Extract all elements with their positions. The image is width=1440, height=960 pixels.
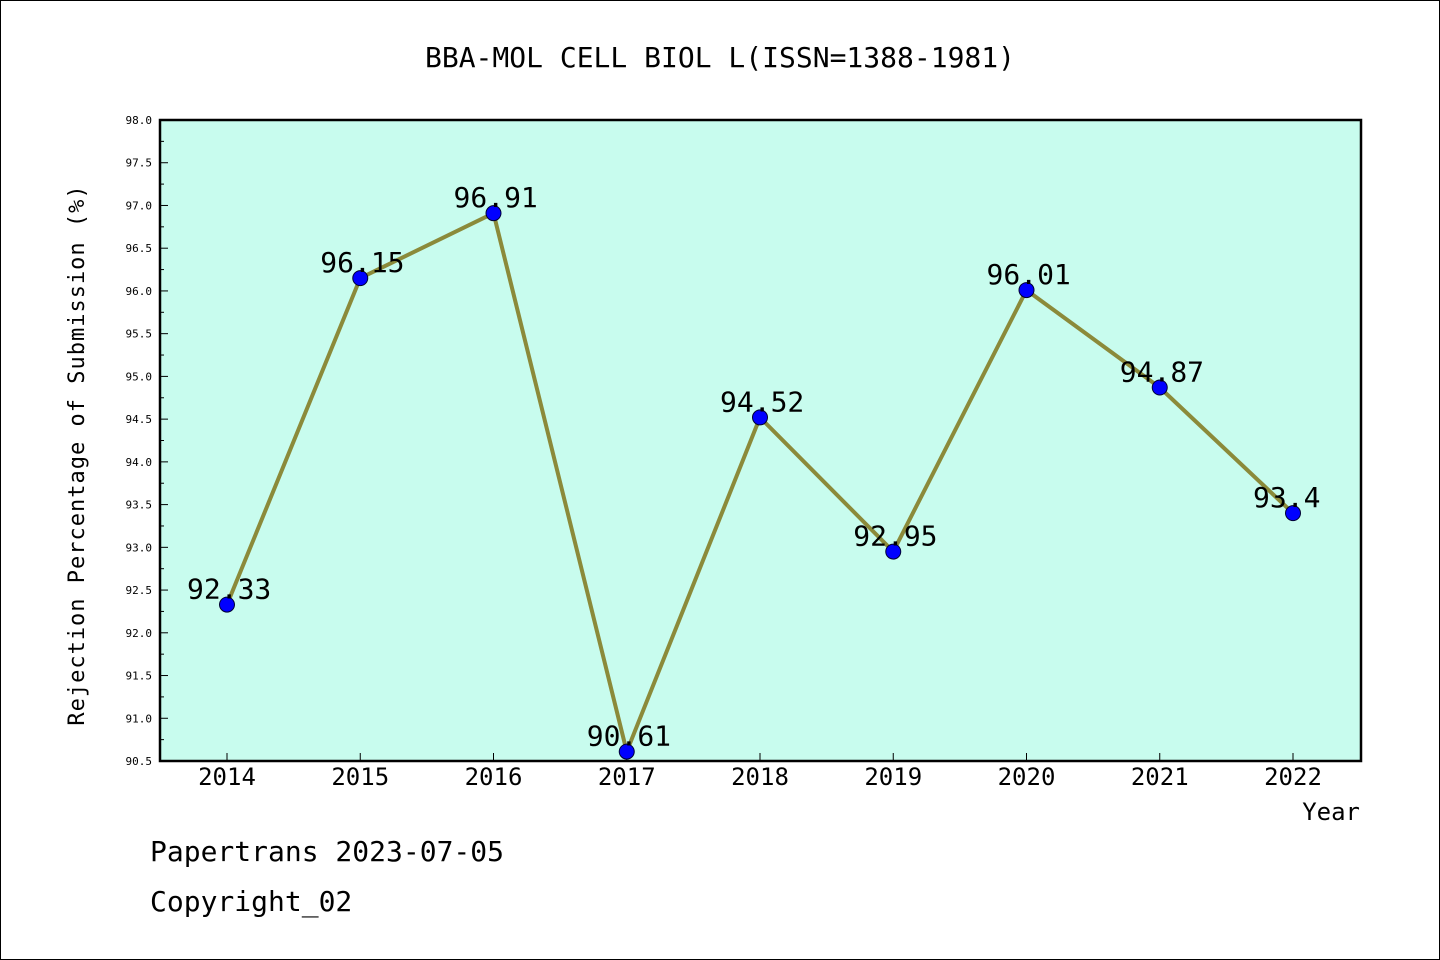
x-tick-label: 2020 bbox=[998, 763, 1056, 791]
plot-area bbox=[158, 118, 1363, 763]
data-label: 96.91 bbox=[454, 181, 538, 214]
y-tick-label: 97.0 bbox=[126, 199, 153, 212]
data-point-marker bbox=[618, 743, 635, 760]
y-axis-label: Rejection Percentage of Submission (%) bbox=[65, 184, 90, 725]
y-tick-label: 93.0 bbox=[126, 541, 153, 554]
y-tick-label: 93.5 bbox=[126, 499, 153, 512]
data-point-marker bbox=[752, 409, 768, 426]
y-tick-label: 92.0 bbox=[126, 627, 153, 640]
data-label: 92.33 bbox=[187, 573, 271, 606]
y-tick-label: 95.5 bbox=[126, 328, 153, 341]
data-label: 94.87 bbox=[1120, 356, 1204, 389]
y-tick-label: 91.0 bbox=[126, 712, 153, 725]
data-point-marker bbox=[1018, 282, 1035, 299]
x-tick-label: 2016 bbox=[465, 763, 523, 791]
x-axis: 2014 2015 2016 2017 2018 2019 2020 2021 2022 bbox=[198, 753, 1322, 791]
data-label: 96.15 bbox=[320, 246, 404, 279]
chart-title: BBA-MOL CELL BIOL L(ISSN=1388-1981) bbox=[425, 41, 1015, 74]
x-tick-label: 2021 bbox=[1131, 763, 1189, 791]
y-axis: 90.5 91.0 91.5 92.0 92.5 93.0 93.5 94.0 94.5 95.0… bbox=[126, 114, 168, 768]
data-point-marker bbox=[1285, 505, 1301, 522]
data-point-marker bbox=[352, 270, 369, 287]
x-tick-label: 2015 bbox=[331, 763, 389, 791]
data-label: 93.4 bbox=[1253, 481, 1320, 514]
data-label: 92.95 bbox=[853, 520, 937, 553]
y-tick-label: 94.0 bbox=[126, 456, 153, 469]
data-label: 94.52 bbox=[720, 385, 804, 418]
x-tick-label: 2018 bbox=[731, 763, 789, 791]
x-axis-label: Year bbox=[1302, 798, 1360, 826]
x-tick-label: 2022 bbox=[1264, 763, 1322, 791]
data-point-marker bbox=[1151, 379, 1168, 396]
footer-copyright-line: Copyright_02 bbox=[150, 885, 353, 918]
data-point-marker bbox=[485, 205, 502, 222]
y-tick-label: 91.5 bbox=[126, 670, 153, 683]
data-label: 90.61 bbox=[587, 720, 671, 753]
footer-date-line: Papertrans 2023-07-05 bbox=[150, 835, 505, 868]
data-label: 96.01 bbox=[987, 258, 1071, 291]
x-tick-label: 2014 bbox=[198, 763, 256, 791]
x-tick-label: 2017 bbox=[598, 763, 656, 791]
y-tick-label: 96.0 bbox=[126, 285, 153, 298]
data-labels: 92.33 96.15 96.91 90.61 94.52 92.95 96.01 94.87… bbox=[187, 181, 1320, 752]
y-tick-label: 90.5 bbox=[126, 755, 153, 768]
y-tick-label: 96.5 bbox=[126, 242, 153, 255]
y-tick-label: 92.5 bbox=[126, 584, 153, 597]
data-markers bbox=[219, 205, 1301, 760]
data-point-marker bbox=[885, 543, 902, 560]
y-tick-label: 97.5 bbox=[126, 157, 153, 170]
y-tick-label: 94.5 bbox=[126, 413, 153, 426]
y-tick-label: 98.0 bbox=[126, 114, 153, 127]
y-tick-label: 95.0 bbox=[126, 370, 153, 383]
x-tick-label: 2019 bbox=[864, 763, 922, 791]
data-point-marker bbox=[219, 596, 235, 613]
